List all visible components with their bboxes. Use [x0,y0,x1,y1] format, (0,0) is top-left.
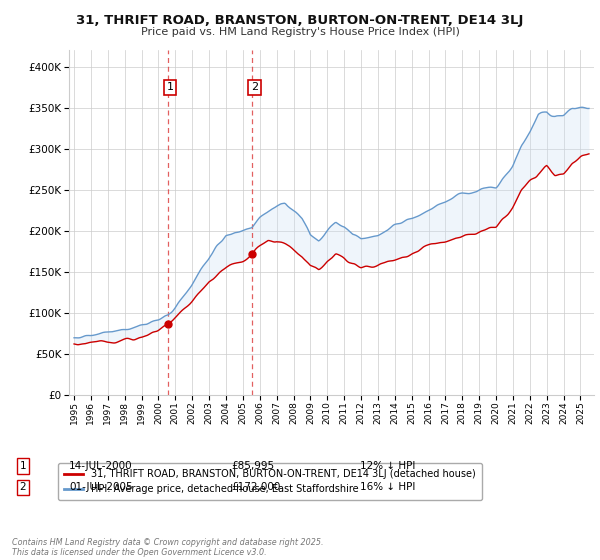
Text: Price paid vs. HM Land Registry's House Price Index (HPI): Price paid vs. HM Land Registry's House … [140,27,460,37]
Text: 14-JUL-2000: 14-JUL-2000 [69,461,133,471]
Text: 2: 2 [19,482,26,492]
Text: 31, THRIFT ROAD, BRANSTON, BURTON-ON-TRENT, DE14 3LJ: 31, THRIFT ROAD, BRANSTON, BURTON-ON-TRE… [76,14,524,27]
Text: 01-JUL-2005: 01-JUL-2005 [69,482,133,492]
Text: 16% ↓ HPI: 16% ↓ HPI [360,482,415,492]
Text: 1: 1 [19,461,26,471]
Text: 12% ↓ HPI: 12% ↓ HPI [360,461,415,471]
Text: £85,995: £85,995 [231,461,274,471]
Text: £172,000: £172,000 [231,482,280,492]
Text: 2: 2 [251,82,258,92]
Text: Contains HM Land Registry data © Crown copyright and database right 2025.
This d: Contains HM Land Registry data © Crown c… [12,538,323,557]
Text: 1: 1 [167,82,173,92]
Legend: 31, THRIFT ROAD, BRANSTON, BURTON-ON-TRENT, DE14 3LJ (detached house), HPI: Aver: 31, THRIFT ROAD, BRANSTON, BURTON-ON-TRE… [58,463,482,500]
